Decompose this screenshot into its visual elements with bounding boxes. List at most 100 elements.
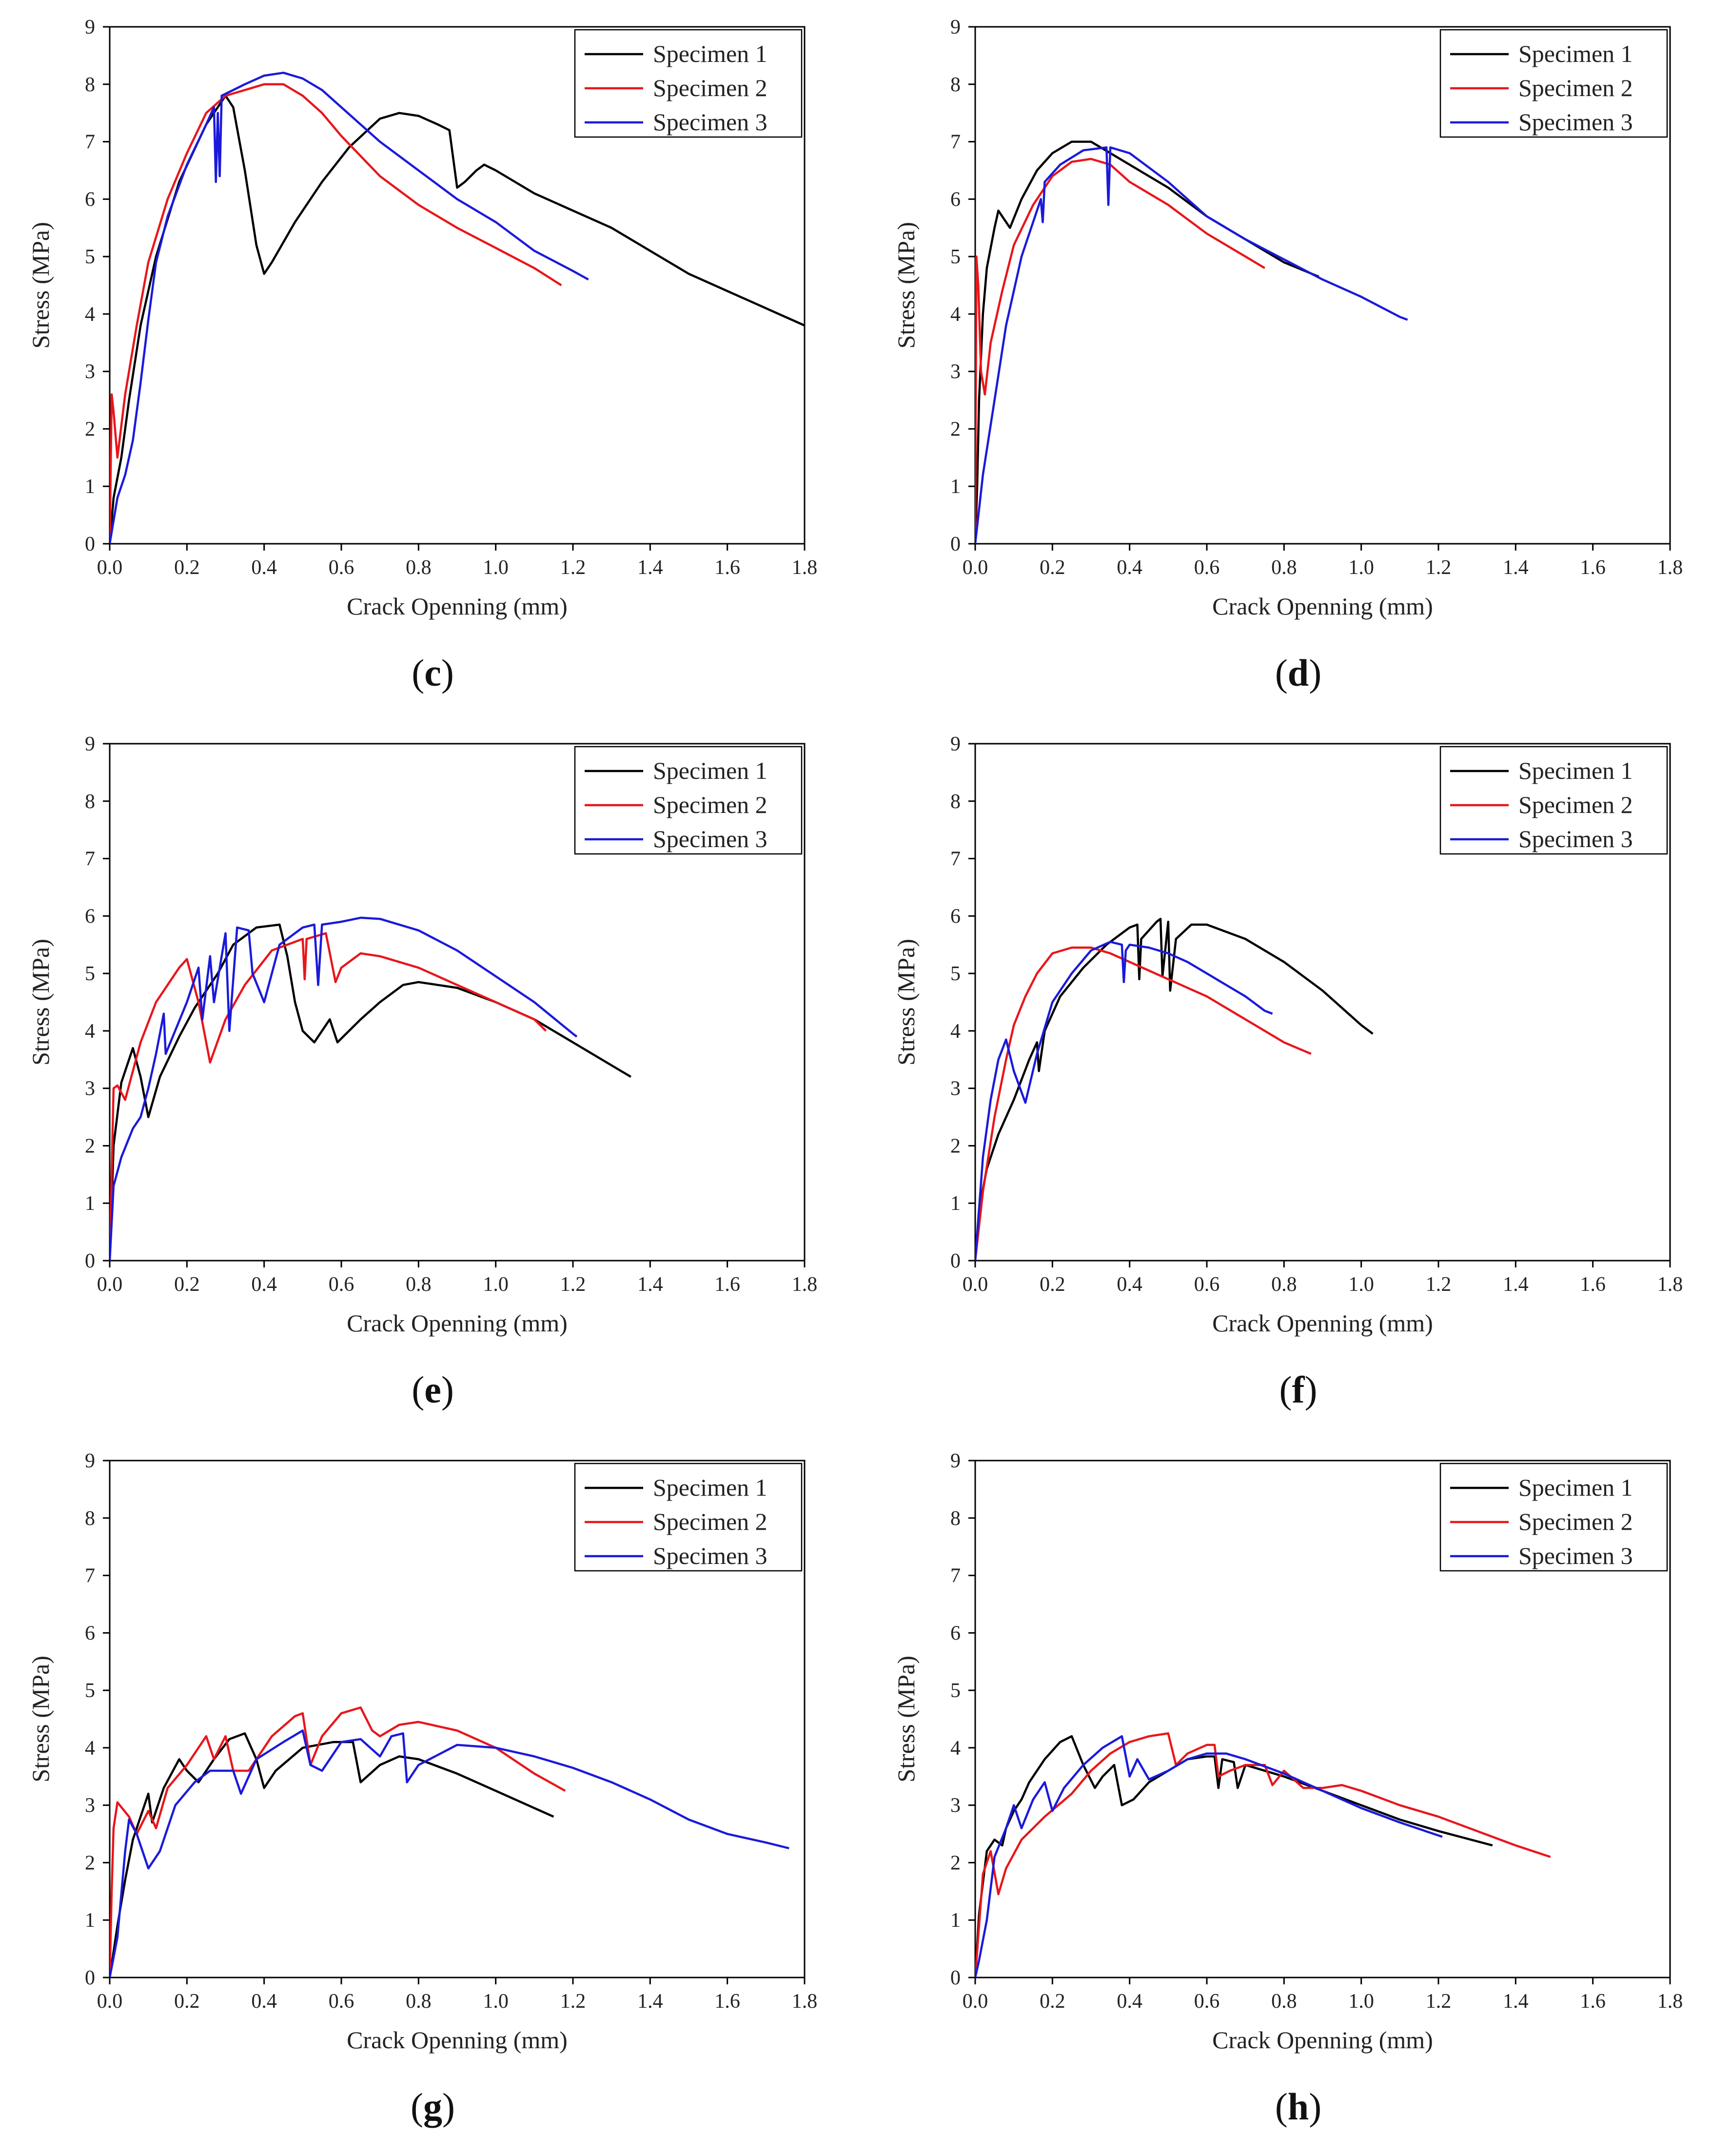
- y-tick-label: 8: [950, 74, 961, 96]
- series-line-specimen-3: [975, 1735, 1443, 1978]
- series-line-specimen-2: [975, 1732, 1551, 1978]
- legend-label-specimen-2: Specimen 2: [653, 791, 767, 818]
- legend-label-specimen-1: Specimen 1: [1518, 1474, 1633, 1501]
- y-tick-label: 8: [85, 74, 95, 96]
- x-tick-label: 1.0: [483, 556, 509, 579]
- panel-caption: (e): [412, 1368, 454, 1411]
- x-tick-label: 1.0: [483, 1273, 509, 1296]
- series-group: [975, 917, 1374, 1261]
- panel-caption-letter: f: [1292, 1368, 1305, 1411]
- panel-caption-letter: c: [424, 652, 441, 694]
- y-tick-label: 4: [950, 1020, 961, 1043]
- chart-panel-c: 0.0 0.2 0.4 0.6 0.8 1.0 1.2 1.4 1.6 1.8 0 1 2 3 4 5 6 7 8 9…: [0, 0, 866, 717]
- y-tick-label: 5: [85, 246, 95, 268]
- x-axis-label: Crack Openning (mm): [1212, 2026, 1433, 2054]
- panel-caption-letter: e: [424, 1368, 441, 1411]
- legend-label-specimen-3: Specimen 3: [1518, 825, 1633, 852]
- y-tick-label: 3: [950, 361, 961, 383]
- x-tick-label: 1.2: [560, 1990, 586, 2013]
- legend-label-specimen-3: Specimen 3: [653, 108, 767, 136]
- y-tick-label: 9: [85, 733, 95, 755]
- x-tick-label: 1.6: [1580, 1990, 1606, 2013]
- x-tick-label: 0.6: [1194, 556, 1220, 579]
- chart-panel-e: 0.0 0.2 0.4 0.6 0.8 1.0 1.2 1.4 1.6 1.8 0 1 2 3 4 5 6 7 8 9…: [0, 717, 866, 1434]
- x-tick-label: 0.6: [1194, 1273, 1220, 1296]
- x-tick-label: 1.4: [1503, 1990, 1529, 2013]
- x-tick-label: 1.2: [560, 1273, 586, 1296]
- chart-svg: 0.0 0.2 0.4 0.6 0.8 1.0 1.2 1.4 1.6 1.8 0 1 2 3 4 5 6 7 8 9…: [892, 1450, 1683, 2054]
- y-tick-label: 5: [85, 1680, 95, 1702]
- x-tick-label: 0.8: [406, 1990, 432, 2013]
- x-tick-label: 1.6: [714, 1990, 740, 2013]
- series-line-specimen-2: [975, 158, 1265, 544]
- y-tick-label: 5: [950, 1680, 961, 1702]
- y-tick-label: 9: [950, 1450, 961, 1472]
- y-tick-label: 5: [85, 963, 95, 985]
- x-tick-label: 0.8: [406, 556, 432, 579]
- legend-box: [1439, 1463, 1668, 1572]
- x-tick-label: 1.0: [1348, 1990, 1374, 2013]
- x-tick-label: 1.0: [483, 1990, 509, 2013]
- y-tick-label: 6: [85, 905, 95, 928]
- x-tick-label: 1.0: [1348, 1273, 1374, 1296]
- y-tick-label: 5: [950, 963, 961, 985]
- x-tick-label: 1.6: [714, 1273, 740, 1296]
- x-tick-label: 1.2: [1426, 1990, 1452, 2013]
- x-tick-label: 0.2: [1040, 1273, 1065, 1296]
- y-tick-label: 1: [950, 475, 961, 498]
- y-axis-label: Stress (MPa): [892, 222, 920, 349]
- x-tick-label: 0.8: [1271, 1990, 1297, 2013]
- x-axis-label: Crack Openning (mm): [347, 2026, 568, 2054]
- panel-caption-letter: h: [1287, 2085, 1309, 2128]
- x-tick-label: 0.2: [1040, 556, 1065, 579]
- plot-frame: [974, 743, 1671, 1262]
- legend-label-specimen-3: Specimen 3: [653, 825, 767, 852]
- y-axis-label: Stress (MPa): [27, 1656, 54, 1782]
- y-axis-label: Stress (MPa): [892, 939, 920, 1066]
- series-line-specimen-1: [110, 1732, 554, 1978]
- series-line-specimen-3: [110, 916, 578, 1261]
- chart-panel-g: 0.0 0.2 0.4 0.6 0.8 1.0 1.2 1.4 1.6 1.8 0 1 2 3 4 5 6 7 8 9…: [0, 1434, 866, 2151]
- series-line-specimen-1: [110, 923, 631, 1261]
- x-tick-label: 1.0: [1348, 556, 1374, 579]
- y-tick-label: 7: [85, 848, 95, 870]
- x-tick-label: 0.2: [1040, 1990, 1065, 2013]
- y-tick-label: 0: [85, 1250, 95, 1272]
- legend-label-specimen-1: Specimen 1: [653, 40, 767, 67]
- y-tick-label: 4: [950, 1737, 961, 1760]
- series-line-specimen-2: [110, 932, 547, 1261]
- series-line-specimen-3: [975, 146, 1408, 544]
- y-tick-label: 6: [950, 905, 961, 928]
- y-tick-label: 3: [950, 1078, 961, 1100]
- series-group: [110, 916, 631, 1261]
- x-tick-label: 0.4: [1117, 556, 1142, 579]
- plot-frame: [974, 1460, 1671, 1978]
- y-tick-label: 6: [950, 188, 961, 211]
- panel-caption-letter: d: [1287, 652, 1309, 694]
- x-tick-label: 0.4: [251, 1273, 277, 1296]
- x-tick-label: 1.8: [792, 556, 818, 579]
- legend: Specimen 1 Specimen 2 Specimen 3: [1439, 29, 1668, 138]
- y-tick-label: 9: [85, 16, 95, 39]
- x-tick-label: 0.0: [963, 556, 988, 579]
- x-tick-label: 0.8: [1271, 556, 1297, 579]
- chart-svg: 0.0 0.2 0.4 0.6 0.8 1.0 1.2 1.4 1.6 1.8 0 1 2 3 4 5 6 7 8 9…: [892, 16, 1683, 620]
- y-tick-label: 9: [950, 733, 961, 755]
- legend-box: [574, 29, 803, 138]
- legend-label-specimen-1: Specimen 1: [1518, 40, 1633, 67]
- legend-label-specimen-1: Specimen 1: [653, 1474, 767, 1501]
- x-tick-label: 0.4: [251, 556, 277, 579]
- legend-label-specimen-3: Specimen 3: [1518, 108, 1633, 136]
- chart-svg: 0.0 0.2 0.4 0.6 0.8 1.0 1.2 1.4 1.6 1.8 0 1 2 3 4 5 6 7 8 9…: [27, 733, 817, 1337]
- legend-label-specimen-2: Specimen 2: [1518, 74, 1633, 101]
- x-tick-label: 0.4: [1117, 1273, 1142, 1296]
- y-axis-label: Stress (MPa): [27, 222, 54, 349]
- y-tick-label: 4: [950, 303, 961, 326]
- y-tick-label: 1: [950, 1192, 961, 1215]
- x-tick-label: 1.4: [637, 556, 663, 579]
- chart-svg: 0.0 0.2 0.4 0.6 0.8 1.0 1.2 1.4 1.6 1.8 0 1 2 3 4 5 6 7 8 9…: [27, 16, 818, 620]
- x-tick-label: 1.4: [637, 1273, 663, 1296]
- legend-box: [574, 1463, 803, 1572]
- y-tick-label: 3: [85, 361, 95, 383]
- x-axis-label: Crack Openning (mm): [1212, 593, 1433, 620]
